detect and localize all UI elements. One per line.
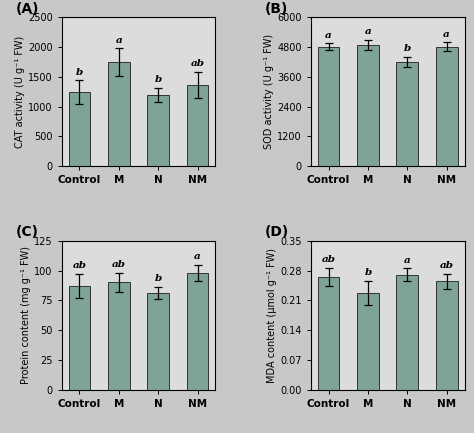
- Y-axis label: MDA content (μmol g⁻¹ FW): MDA content (μmol g⁻¹ FW): [267, 248, 277, 383]
- Bar: [108, 282, 130, 390]
- Y-axis label: SOD activity (U g⁻¹ FW): SOD activity (U g⁻¹ FW): [264, 34, 274, 149]
- Text: a: a: [404, 256, 410, 265]
- Text: (C): (C): [16, 225, 38, 239]
- Y-axis label: CAT activity (U g⁻¹ FW): CAT activity (U g⁻¹ FW): [15, 36, 25, 148]
- Bar: [147, 293, 169, 390]
- Bar: [436, 281, 457, 390]
- Text: ab: ab: [73, 262, 86, 270]
- Text: (D): (D): [264, 225, 289, 239]
- Bar: [357, 293, 379, 390]
- Text: b: b: [155, 75, 162, 84]
- Bar: [357, 45, 379, 166]
- Text: (A): (A): [16, 2, 39, 16]
- Text: b: b: [155, 275, 162, 284]
- Bar: [318, 47, 339, 166]
- Text: a: a: [365, 27, 371, 36]
- Text: b: b: [365, 268, 372, 277]
- Text: a: a: [325, 31, 332, 40]
- Text: a: a: [443, 30, 450, 39]
- Bar: [396, 275, 418, 390]
- Text: ab: ab: [440, 261, 454, 270]
- Bar: [187, 273, 209, 390]
- Bar: [436, 47, 457, 166]
- Text: ab: ab: [112, 260, 126, 269]
- Bar: [108, 62, 130, 166]
- Bar: [69, 286, 90, 390]
- Bar: [396, 62, 418, 166]
- Y-axis label: Protein content (mg g⁻¹ FW): Protein content (mg g⁻¹ FW): [21, 246, 31, 384]
- Text: a: a: [194, 252, 201, 261]
- Text: a: a: [116, 36, 122, 45]
- Text: b: b: [404, 44, 411, 53]
- Text: b: b: [76, 68, 83, 77]
- Text: ab: ab: [191, 59, 205, 68]
- Bar: [318, 277, 339, 390]
- Text: (B): (B): [264, 2, 288, 16]
- Text: ab: ab: [321, 255, 336, 264]
- Bar: [69, 92, 90, 166]
- Bar: [187, 85, 209, 166]
- Bar: [147, 95, 169, 166]
